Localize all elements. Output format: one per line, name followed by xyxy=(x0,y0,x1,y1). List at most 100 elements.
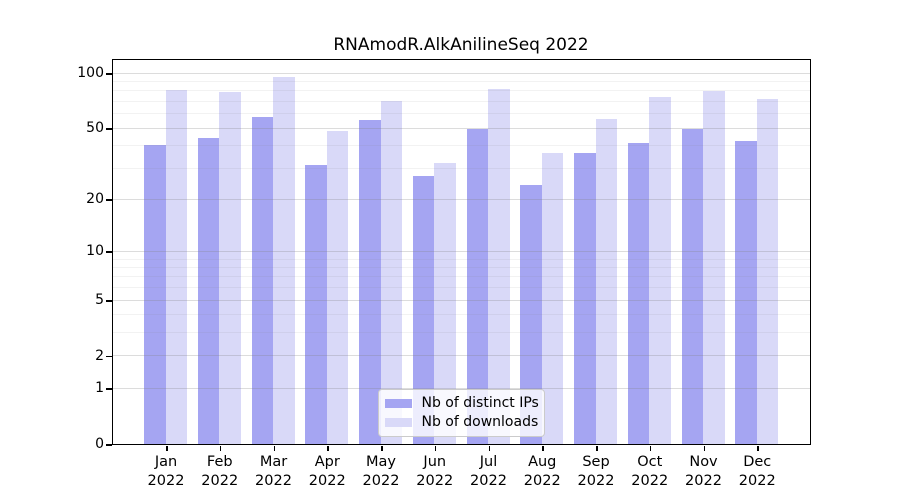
bar-aug-downloads xyxy=(541,153,564,444)
minor-gridline-90 xyxy=(112,81,810,83)
x-tick-mark-aug xyxy=(542,445,544,451)
x-tick-mark-jun xyxy=(434,445,437,451)
legend: Nb of distinct IPs Nb of downloads xyxy=(377,388,545,437)
y-tick-label-20: 20 xyxy=(86,191,104,208)
x-label-month-feb: Feb xyxy=(206,454,233,470)
x-tick-mark-mar xyxy=(273,445,275,451)
y-tick-label-5: 5 xyxy=(95,292,104,309)
bar-jul-distinct-ips xyxy=(466,129,488,444)
x-label-month-jul: Jul xyxy=(479,454,498,470)
y-tick-label-0: 0 xyxy=(95,436,104,452)
bar-dec-distinct-ips xyxy=(735,141,757,444)
x-tick-label-nov: Nov 2022 xyxy=(672,453,736,491)
x-tick-mark-jul xyxy=(488,445,490,451)
x-label-year-jun: 2022 xyxy=(416,473,454,489)
bar-oct-distinct-ips xyxy=(627,143,650,444)
y-tick-mark-50 xyxy=(105,128,112,130)
bar-aug-distinct-ips xyxy=(520,184,542,444)
bar-sep-distinct-ips xyxy=(574,153,596,444)
bar-oct-downloads xyxy=(649,96,671,444)
y-tick-mark-20 xyxy=(105,199,112,201)
bar-feb-downloads xyxy=(219,92,241,444)
x-label-month-jun: Jun xyxy=(423,454,447,470)
x-label-year-nov: 2022 xyxy=(685,473,722,489)
bar-jan-distinct-ips xyxy=(144,145,166,444)
x-tick-mark-may xyxy=(381,445,383,451)
x-label-month-sep: Sep xyxy=(582,454,610,470)
x-tick-label-oct: Oct 2022 xyxy=(618,453,682,491)
x-label-month-dec: Dec xyxy=(743,454,772,470)
y-tick-label-100: 100 xyxy=(77,65,104,82)
plot-area: Nb of distinct IPs Nb of downloads xyxy=(111,58,811,445)
y-tick-mark-1 xyxy=(105,388,112,390)
x-tick-label-jul: Jul 2022 xyxy=(457,453,521,491)
y-tick-mark-100 xyxy=(105,73,112,75)
x-label-month-aug: Aug xyxy=(528,454,557,470)
x-label-month-oct: Oct xyxy=(637,454,663,470)
x-tick-mark-dec xyxy=(757,445,759,451)
x-tick-label-feb: Feb 2022 xyxy=(188,453,252,491)
legend-swatch-downloads xyxy=(384,417,412,427)
x-tick-label-may: May 2022 xyxy=(349,453,413,491)
bar-mar-distinct-ips xyxy=(251,117,273,444)
bar-jun-downloads xyxy=(434,162,456,444)
legend-label-distinct-ips: Nb of distinct IPs xyxy=(421,395,539,411)
legend-swatch-distinct-ips xyxy=(384,398,412,408)
y-tick-label-10: 10 xyxy=(86,243,104,260)
x-tick-label-apr: Apr 2022 xyxy=(295,453,359,491)
y-tick-label-50: 50 xyxy=(86,120,104,137)
x-label-year-aug: 2022 xyxy=(523,473,561,489)
x-label-year-oct: 2022 xyxy=(631,473,669,489)
x-tick-mark-sep xyxy=(596,445,598,451)
x-tick-label-jun: Jun 2022 xyxy=(403,453,467,491)
bar-may-distinct-ips xyxy=(359,120,381,444)
x-label-month-may: May xyxy=(366,454,396,470)
x-tick-label-sep: Sep 2022 xyxy=(564,453,628,491)
bar-apr-distinct-ips xyxy=(305,165,327,444)
bar-apr-downloads xyxy=(326,130,349,444)
x-tick-label-jan: Jan 2022 xyxy=(134,453,198,491)
x-label-year-mar: 2022 xyxy=(255,473,292,489)
x-label-month-jan: Jan xyxy=(154,454,178,470)
x-tick-mark-nov xyxy=(703,445,705,451)
legend-item-distinct-ips: Nb of distinct IPs xyxy=(384,394,539,413)
bar-feb-distinct-ips xyxy=(197,137,220,444)
y-tick-label-2: 2 xyxy=(95,347,104,364)
y-tick-label-1: 1 xyxy=(95,380,104,397)
x-tick-label-dec: Dec 2022 xyxy=(725,453,789,491)
x-tick-label-mar: Mar 2022 xyxy=(242,453,306,491)
x-label-month-mar: Mar xyxy=(259,454,288,470)
x-tick-label-aug: Aug 2022 xyxy=(510,453,574,491)
legend-label-downloads: Nb of downloads xyxy=(421,414,539,430)
x-label-year-may: 2022 xyxy=(362,473,400,489)
x-label-year-dec: 2022 xyxy=(738,473,776,489)
major-gridline-100 xyxy=(112,72,810,74)
y-tick-mark-0 xyxy=(105,444,112,446)
bar-mar-downloads xyxy=(273,76,295,444)
y-tick-mark-5 xyxy=(105,300,112,302)
x-tick-mark-feb xyxy=(219,445,222,451)
x-label-year-feb: 2022 xyxy=(201,473,239,489)
x-tick-mark-apr xyxy=(327,445,329,451)
y-tick-mark-2 xyxy=(105,355,112,358)
legend-item-downloads: Nb of downloads xyxy=(384,413,539,432)
x-tick-mark-oct xyxy=(649,445,652,451)
x-label-year-sep: 2022 xyxy=(577,473,615,489)
bar-jan-downloads xyxy=(165,90,187,444)
x-label-month-nov: Nov xyxy=(689,454,718,470)
x-label-year-jan: 2022 xyxy=(147,473,185,489)
bar-jul-downloads xyxy=(488,88,510,444)
x-tick-mark-jan xyxy=(166,445,168,451)
x-label-month-apr: Apr xyxy=(314,454,340,470)
bar-sep-downloads xyxy=(595,118,617,444)
bar-nov-distinct-ips xyxy=(681,129,703,444)
bar-nov-downloads xyxy=(703,91,725,444)
x-label-year-jul: 2022 xyxy=(470,473,507,489)
bar-may-downloads xyxy=(380,101,402,444)
bar-jun-distinct-ips xyxy=(412,175,435,444)
x-label-year-apr: 2022 xyxy=(308,473,346,489)
chart-title: RNAmodR.AlkAnilineSeq 2022 xyxy=(333,35,589,55)
bar-dec-downloads xyxy=(756,98,779,444)
y-tick-mark-10 xyxy=(105,251,112,253)
